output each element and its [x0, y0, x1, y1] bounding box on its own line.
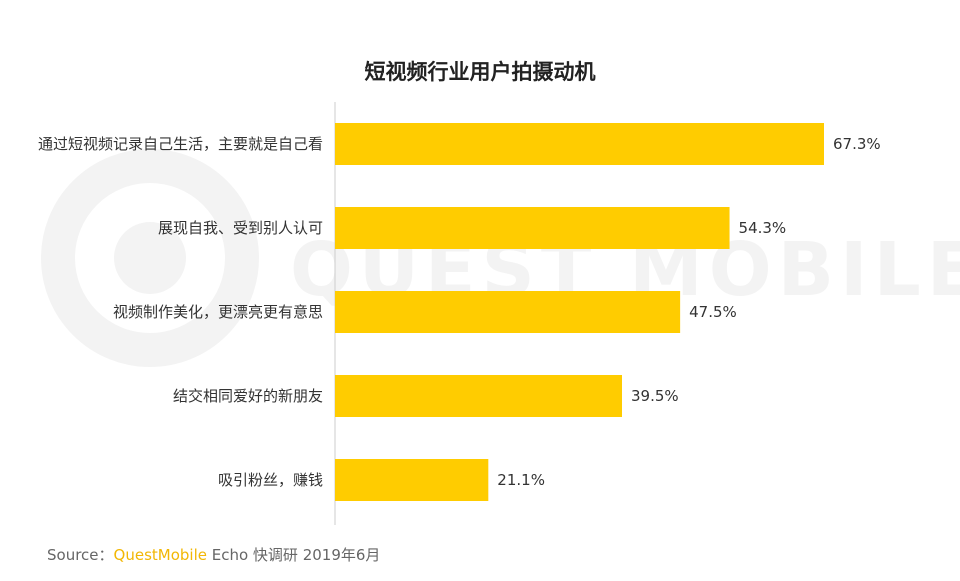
chart-title: 短视频行业用户拍摄动机 — [365, 60, 596, 84]
watermark-dot — [114, 222, 186, 294]
source-suffix: Echo 快调研 2019年6月 — [206, 546, 381, 564]
bar-series: 通过短视频记录自己生活，主要就是自己看 67.3% 展现自我、受到别人认可 54.3%… — [38, 123, 881, 501]
source-prefix: Source： — [47, 546, 114, 564]
bar-3 — [335, 375, 623, 417]
source-brand: QuestMobile — [113, 546, 207, 564]
value-label-1: 54.3% — [739, 219, 787, 237]
category-label-2: 视频制作美化，更漂亮更有意思 — [113, 303, 323, 321]
category-label-3: 结交相同爱好的新朋友 — [173, 387, 323, 405]
category-label-1: 展现自我、受到别人认可 — [158, 219, 323, 237]
bar-1 — [335, 207, 730, 249]
watermark-ring — [41, 149, 259, 367]
value-label-0: 67.3% — [833, 135, 881, 153]
category-label-4: 吸引粉丝，赚钱 — [218, 471, 323, 489]
value-label-2: 47.5% — [689, 303, 737, 321]
bar-2 — [335, 291, 681, 333]
bar-0 — [335, 123, 824, 165]
value-label-3: 39.5% — [631, 387, 679, 405]
bar-4 — [335, 459, 489, 501]
value-label-4: 21.1% — [497, 471, 545, 489]
source-note: Source：QuestMobile Echo 快调研 2019年6月 — [47, 544, 380, 565]
category-label-0: 通过短视频记录自己生活，主要就是自己看 — [38, 135, 323, 153]
